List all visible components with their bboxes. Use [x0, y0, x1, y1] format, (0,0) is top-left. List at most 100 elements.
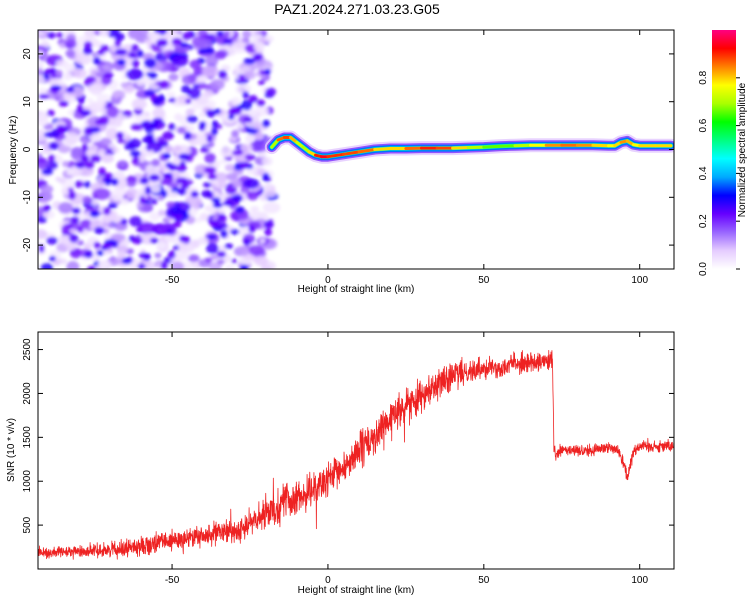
spectrogram-y-ticks: -20 -10 0 10 20 [22, 48, 674, 252]
noise-blob [175, 177, 188, 184]
noise-blob [174, 145, 182, 152]
noise-blob [249, 210, 260, 219]
noise-blob [38, 93, 50, 100]
spectrogram-x-axis-label: Height of straight line (km) [298, 284, 415, 295]
noise-blob [187, 254, 200, 262]
noise-blob [158, 80, 170, 89]
noise-blob [55, 32, 64, 38]
noise-blob [67, 109, 75, 116]
noise-blob [115, 131, 124, 140]
noise-blob [241, 30, 252, 39]
noise-blob [168, 97, 177, 103]
noise-blob [261, 156, 273, 166]
noise-blob [243, 58, 256, 65]
noise-blob [166, 228, 174, 234]
colorbar: 0.0 0.2 0.4 0.6 0.8 Normalized spectral ampl… [698, 30, 748, 276]
noise-blob [114, 38, 122, 48]
spectrogram-y-tick-label: 0 [22, 146, 33, 152]
noise-blob [206, 234, 218, 240]
noise-blob [136, 227, 143, 233]
noise-blob-group [38, 30, 281, 269]
noise-blob [209, 219, 221, 228]
noise-blob [38, 50, 44, 56]
snr-plot: -50 0 50 100 500 1000 1500 2000 2500 Height of … [6, 331, 675, 596]
noise-blob [211, 127, 218, 136]
noise-blob [157, 94, 166, 103]
noise-blob [199, 121, 207, 128]
noise-blob [129, 216, 143, 227]
noise-blob [65, 49, 76, 58]
noise-blob [212, 202, 223, 209]
noise-blob [62, 160, 70, 168]
noise-blob [164, 172, 173, 179]
noise-blob [103, 243, 113, 250]
noise-blob [97, 99, 107, 108]
noise-blob [38, 216, 48, 224]
spectrogram-x-tick-label: 0 [325, 275, 331, 286]
snr-x-tick-label: 0 [325, 575, 331, 586]
noise-blob [120, 82, 128, 88]
colorbar-tick-label: 0.6 [698, 118, 709, 132]
noise-blob [181, 32, 192, 41]
noise-blob [91, 199, 99, 206]
noise-blob [58, 127, 66, 134]
noise-blob [187, 125, 196, 133]
ridge-segment [482, 144, 501, 149]
noise-blob [224, 243, 234, 249]
noise-blob [112, 93, 120, 99]
noise-blob [132, 156, 140, 164]
snr-x-tick-label: 50 [478, 575, 490, 586]
noise-blob [92, 56, 101, 65]
noise-blob [94, 226, 105, 235]
spectrogram-x-tick-label: 50 [478, 275, 490, 286]
figure-title: PAZ1.2024.271.03.23.G05 [274, 1, 440, 17]
noise-blob [166, 91, 176, 98]
noise-blob [102, 64, 111, 71]
spectrogram-y-tick-label: -10 [22, 190, 33, 205]
noise-blob [226, 172, 238, 181]
noise-blob [169, 191, 179, 199]
noise-blob [126, 180, 137, 187]
noise-blob [95, 71, 105, 78]
noise-blob [225, 264, 235, 269]
noise-blob [167, 250, 176, 259]
noise-blob [82, 195, 92, 204]
noise-blob [243, 238, 251, 246]
noise-blob [195, 200, 202, 206]
noise-blob [38, 67, 44, 74]
noise-blob [201, 190, 213, 198]
noise-blob [168, 123, 176, 131]
ridge-segment [451, 146, 470, 150]
noise-blob [115, 48, 127, 56]
noise-blob [197, 74, 209, 83]
noise-blob [137, 50, 144, 58]
noise-blob [244, 154, 256, 161]
noise-blob [151, 158, 161, 167]
noise-blob [245, 134, 255, 143]
noise-blob [131, 44, 139, 51]
noise-blob [204, 166, 217, 174]
noise-blob [205, 109, 216, 118]
noise-blob [243, 178, 260, 189]
noise-blob [248, 224, 256, 234]
noise-blob [263, 220, 274, 229]
noise-blob [147, 32, 162, 41]
noise-blob [203, 89, 214, 98]
noise-blob [80, 155, 90, 163]
spectrogram-plot: -50 0 50 100 -20 -10 0 10 20 Height of straight… [8, 29, 675, 295]
noise-blob [168, 163, 178, 171]
noise-blob [264, 228, 273, 236]
noise-blob [248, 95, 258, 104]
noise-blob [157, 241, 167, 250]
noise-blob [250, 30, 257, 35]
noise-blob [48, 142, 59, 150]
noise-blob [178, 153, 190, 161]
noise-blob [70, 216, 80, 225]
noise-blob [189, 59, 201, 70]
snr-series [38, 349, 674, 560]
noise-blob [218, 70, 228, 79]
noise-blob [215, 179, 227, 189]
noise-blob [204, 205, 213, 212]
noise-blob [211, 197, 221, 204]
noise-blob [75, 161, 86, 169]
